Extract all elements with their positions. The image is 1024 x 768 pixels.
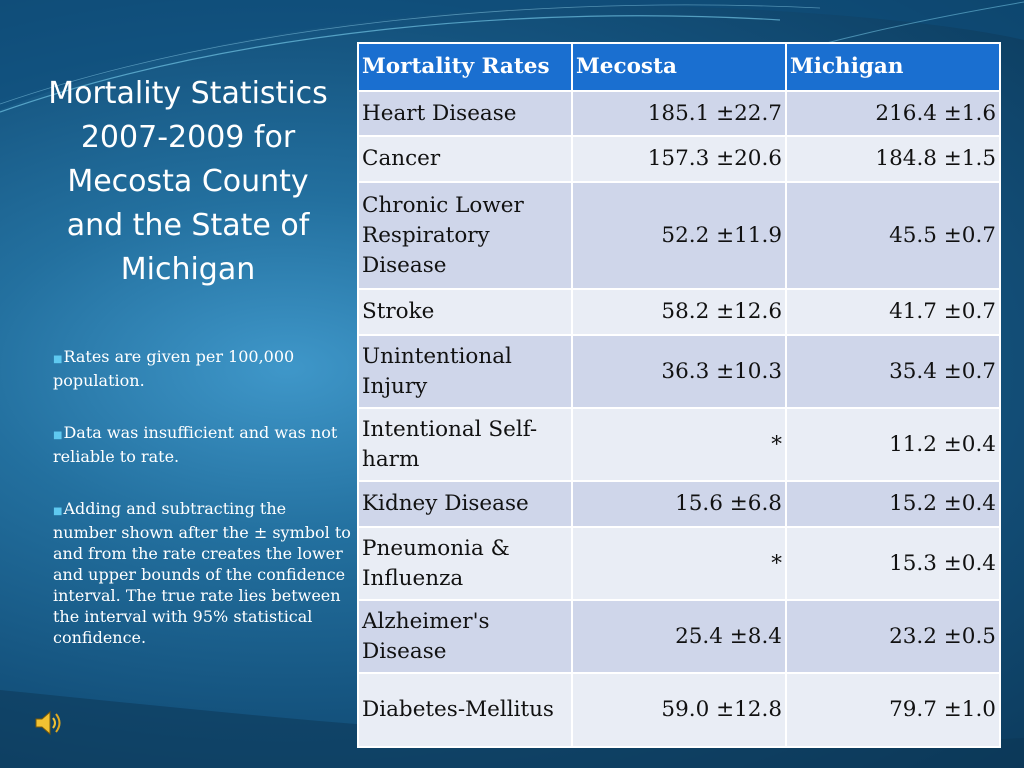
mecosta-rate-cell: 58.2 ±12.6 xyxy=(571,288,787,336)
cause-cell: Pneumonia & Influenza xyxy=(357,526,573,601)
michigan-rate-cell: 216.4 ±1.6 xyxy=(785,90,1001,137)
mecosta-rate-cell: 59.0 ±12.8 xyxy=(571,672,787,748)
note-text: Adding and subtracting the number shown … xyxy=(53,499,351,647)
cause-cell: Stroke xyxy=(357,288,573,336)
cause-cell: Diabetes-Mellitus xyxy=(357,672,573,748)
table-row: Alzheimer's Disease 25.4 ±8.4 23.2 ±0.5 xyxy=(357,599,1001,674)
michigan-rate-cell: 15.2 ±0.4 xyxy=(785,480,1001,528)
table-row: Chronic Lower Respiratory Disease 52.2 ±… xyxy=(357,181,1001,290)
square-bullet-icon: ■ xyxy=(53,430,63,441)
mecosta-rate-cell: * xyxy=(571,407,787,482)
slide-title: Mortality Statistics 2007-2009 for Mecos… xyxy=(48,76,328,287)
square-bullet-icon: ■ xyxy=(53,506,63,517)
cause-cell: Unintentional Injury xyxy=(357,334,573,409)
table-row: Unintentional Injury 36.3 ±10.3 35.4 ±0.… xyxy=(357,334,1001,409)
mortality-table: Mortality Rates Mecosta Michigan Heart D… xyxy=(357,42,1001,748)
cause-cell: Heart Disease xyxy=(357,90,573,137)
table-row: Diabetes-Mellitus 59.0 ±12.8 79.7 ±1.0 xyxy=(357,672,1001,748)
michigan-rate-cell: 41.7 ±0.7 xyxy=(785,288,1001,336)
cause-cell: Cancer xyxy=(357,135,573,183)
cause-cell: Kidney Disease xyxy=(357,480,573,528)
michigan-rate-cell: 184.8 ±1.5 xyxy=(785,135,1001,183)
square-bullet-icon: ■ xyxy=(53,354,63,365)
table-header-row: Mortality Rates Mecosta Michigan xyxy=(357,42,1001,92)
column-header: Mecosta xyxy=(571,42,787,92)
michigan-rate-cell: 23.2 ±0.5 xyxy=(785,599,1001,674)
mecosta-rate-cell: 25.4 ±8.4 xyxy=(571,599,787,674)
mecosta-rate-cell: 15.6 ±6.8 xyxy=(571,480,787,528)
michigan-rate-cell: 79.7 ±1.0 xyxy=(785,672,1001,748)
note-text: Data was insufficient and was not reliab… xyxy=(53,423,338,466)
cause-cell: Intentional Self-harm xyxy=(357,407,573,482)
column-header: Mortality Rates xyxy=(357,42,573,92)
table-row: Stroke 58.2 ±12.6 41.7 ±0.7 xyxy=(357,288,1001,336)
note-item: ■Rates are given per 100,000 population. xyxy=(53,346,353,391)
michigan-rate-cell: 11.2 ±0.4 xyxy=(785,407,1001,482)
table-row: Cancer 157.3 ±20.6 184.8 ±1.5 xyxy=(357,135,1001,183)
mecosta-rate-cell: 36.3 ±10.3 xyxy=(571,334,787,409)
table-row: Heart Disease 185.1 ±22.7 216.4 ±1.6 xyxy=(357,90,1001,137)
mecosta-rate-cell: 185.1 ±22.7 xyxy=(571,90,787,137)
notes-list: ■Rates are given per 100,000 population.… xyxy=(53,346,353,679)
michigan-rate-cell: 15.3 ±0.4 xyxy=(785,526,1001,601)
speaker-icon[interactable] xyxy=(33,707,63,739)
note-item: ■Adding and subtracting the number shown… xyxy=(53,498,353,648)
note-text: Rates are given per 100,000 population. xyxy=(53,347,295,390)
mecosta-rate-cell: 52.2 ±11.9 xyxy=(571,181,787,290)
cause-cell: Chronic Lower Respiratory Disease xyxy=(357,181,573,290)
michigan-rate-cell: 45.5 ±0.7 xyxy=(785,181,1001,290)
cause-cell: Alzheimer's Disease xyxy=(357,599,573,674)
table-row: Pneumonia & Influenza * 15.3 ±0.4 xyxy=(357,526,1001,601)
table-row: Kidney Disease 15.6 ±6.8 15.2 ±0.4 xyxy=(357,480,1001,528)
michigan-rate-cell: 35.4 ±0.7 xyxy=(785,334,1001,409)
note-item: ■Data was insufficient and was not relia… xyxy=(53,422,353,467)
table-row: Intentional Self-harm * 11.2 ±0.4 xyxy=(357,407,1001,482)
column-header: Michigan xyxy=(785,42,1001,92)
mecosta-rate-cell: 157.3 ±20.6 xyxy=(571,135,787,183)
mecosta-rate-cell: * xyxy=(571,526,787,601)
